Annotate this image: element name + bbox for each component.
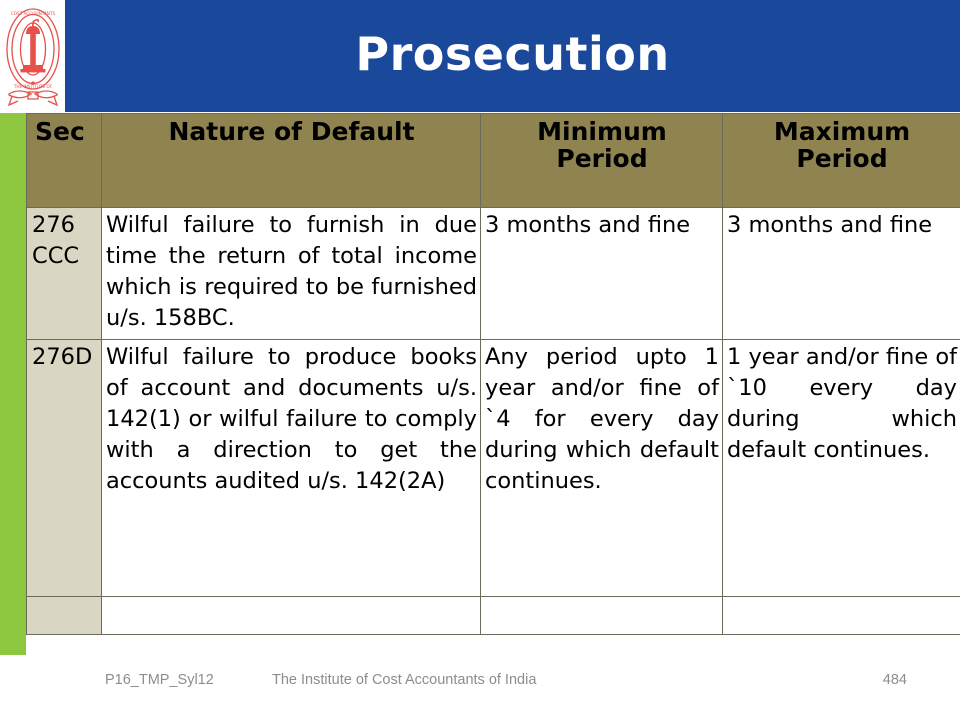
- cell-maximum-period: 1 year and/or fine of `10 every day duri…: [722, 339, 960, 597]
- cell-nature-of-default: Wilful failure to produce books of accou…: [101, 339, 481, 597]
- table-row: 276 CCC Wilful failure to furnish in due…: [26, 207, 960, 340]
- cell-maximum-period: 3 months and fine: [722, 207, 960, 340]
- cell-sec-empty: [26, 596, 102, 635]
- institute-logo: COST ACCOUNTANTS THE INSTITUTE OF: [0, 0, 65, 112]
- column-header-minimum-period: Minimum Period: [480, 113, 723, 208]
- cell-nature-empty: [101, 596, 481, 635]
- column-header-maximum-period-line2: Period: [796, 144, 888, 173]
- column-header-nature-of-default: Nature of Default: [101, 113, 481, 208]
- table-row-empty: [26, 596, 960, 635]
- slide-footer: P16_TMP_Syl12 The Institute of Cost Acco…: [0, 672, 960, 702]
- cell-sec: 276D: [26, 339, 102, 597]
- cell-minimum-period: Any period upto 1 year and/or fine of `4…: [480, 339, 723, 597]
- footer-page-number: 484: [882, 672, 907, 688]
- title-banner: Prosecution: [65, 0, 960, 112]
- footer-institute-name: The Institute of Cost Accountants of Ind…: [272, 672, 537, 688]
- footer-subject-code: P16_TMP_Syl12: [105, 672, 214, 688]
- institute-of-cost-accountants-of-india-emblem-icon: COST ACCOUNTANTS THE INSTITUTE OF: [4, 4, 62, 108]
- column-header-minimum-period-line2: Period: [556, 144, 648, 173]
- cell-minimum-empty: [480, 596, 723, 635]
- cell-minimum-period: 3 months and fine: [480, 207, 723, 340]
- nature-of-default-table: Sec Nature of Default Minimum Period Max…: [26, 113, 960, 635]
- left-accent-stripe: [0, 113, 26, 655]
- page-title: Prosecution: [355, 27, 670, 81]
- table-row: 276D Wilful failure to produce books of …: [26, 339, 960, 597]
- cell-sec: 276 CCC: [26, 207, 102, 340]
- column-header-maximum-period: Maximum Period: [722, 113, 960, 208]
- cell-maximum-empty: [722, 596, 960, 635]
- column-header-sec: Sec: [26, 113, 102, 208]
- column-header-maximum-period-line1: Maximum: [773, 117, 911, 146]
- svg-text:COST ACCOUNTANTS: COST ACCOUNTANTS: [10, 11, 55, 16]
- svg-text:THE INSTITUTE OF: THE INSTITUTE OF: [12, 84, 52, 89]
- table-header-row: Sec Nature of Default Minimum Period Max…: [26, 113, 960, 208]
- cell-nature-of-default: Wilful failure to furnish in due time th…: [101, 207, 481, 340]
- column-header-minimum-period-line1: Minimum: [537, 117, 667, 146]
